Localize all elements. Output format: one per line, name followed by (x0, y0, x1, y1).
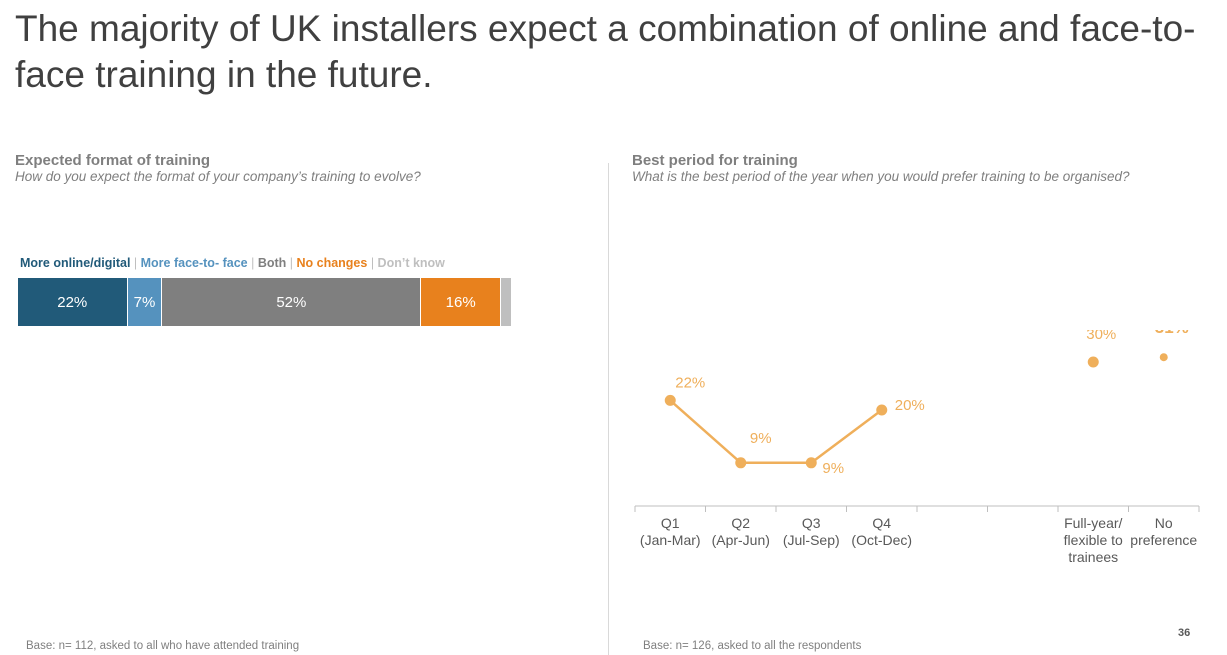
left-panel-title: Expected format of training (15, 152, 211, 169)
x-tick-label: Q4 (872, 515, 891, 531)
legend-entry: More online/digital (20, 256, 131, 270)
x-tick-label: (Jul-Sep) (783, 532, 840, 548)
page-number: 36 (1178, 627, 1191, 639)
stacked-bar-chart: 22% 7% 52% 16% (18, 278, 511, 326)
data-label: 9% (750, 430, 772, 447)
x-tick-label: (Oct-Dec) (851, 532, 912, 548)
legend-entry: Don’t know (377, 256, 445, 270)
line-series-path (669, 399, 883, 465)
bar-segment: 7% (127, 278, 163, 326)
data-label: 9% (822, 460, 844, 477)
data-label: 31% (1155, 330, 1189, 337)
data-point (876, 404, 888, 416)
data-point (664, 394, 676, 406)
x-tick-label: Q3 (802, 515, 821, 531)
bar-data-label: 52% (276, 293, 307, 311)
legend-entry: Both (257, 256, 287, 270)
bar-data-label: 16% (445, 293, 476, 311)
right-panel-subtitle: What is the best period of the year when… (632, 169, 1130, 184)
bar-segment: 52% (162, 278, 422, 326)
panel-divider (608, 163, 609, 655)
bar-data-label: 7% (133, 293, 156, 311)
x-tick-label: trainees (1068, 549, 1118, 565)
x-tick-label: No (1155, 515, 1173, 531)
right-panel-header: Best period for training What is the bes… (632, 153, 1130, 185)
legend-entry: No changes (296, 256, 368, 270)
right-base-note: Base: n= 126, asked to all the responden… (643, 640, 862, 652)
bar-segment: 16% (421, 278, 501, 326)
x-tick-label: (Apr-Jun) (712, 532, 770, 548)
left-panel-subtitle: How do you expect the format of your com… (15, 169, 421, 184)
left-base-note: Base: n= 112, asked to all who have atte… (26, 640, 300, 652)
data-point (1159, 353, 1168, 362)
data-point (1087, 356, 1099, 368)
bar-segment: 22% (18, 278, 128, 326)
data-label: 20% (895, 397, 925, 414)
x-tick-label: flexible to (1064, 532, 1123, 548)
slide-title: The majority of UK installers expect a c… (15, 8, 1196, 95)
legend-separator: | (130, 256, 141, 270)
legend-separator: | (286, 256, 297, 270)
bar-segment (501, 278, 511, 326)
x-tick-label: Q2 (731, 515, 750, 531)
data-point (805, 457, 817, 469)
left-panel-header: Expected format of training How do you e… (15, 153, 421, 185)
bar-data-label: 22% (57, 293, 88, 311)
line-chart: Q1(Jan-Mar) Q2(Apr-Jun) Q3(Jul-Sep) Q4(Oct-… (634, 330, 1200, 565)
x-tick-label: Full-year/ (1064, 515, 1122, 531)
right-panel-title: Best period for training (632, 152, 798, 169)
legend-separator: | (247, 256, 258, 270)
data-label: 30% (1086, 330, 1116, 343)
legend-separator: | (367, 256, 378, 270)
legend-entry: More face-to- face (140, 256, 248, 270)
x-tick-label: Q1 (661, 515, 680, 531)
stacked-bar-legend: More online/digital | More face-to- face… (20, 256, 445, 270)
data-label: 22% (675, 374, 705, 391)
x-tick-label: (Jan-Mar) (640, 532, 701, 548)
x-tick-label: preference (1130, 532, 1197, 548)
data-point (735, 457, 747, 469)
